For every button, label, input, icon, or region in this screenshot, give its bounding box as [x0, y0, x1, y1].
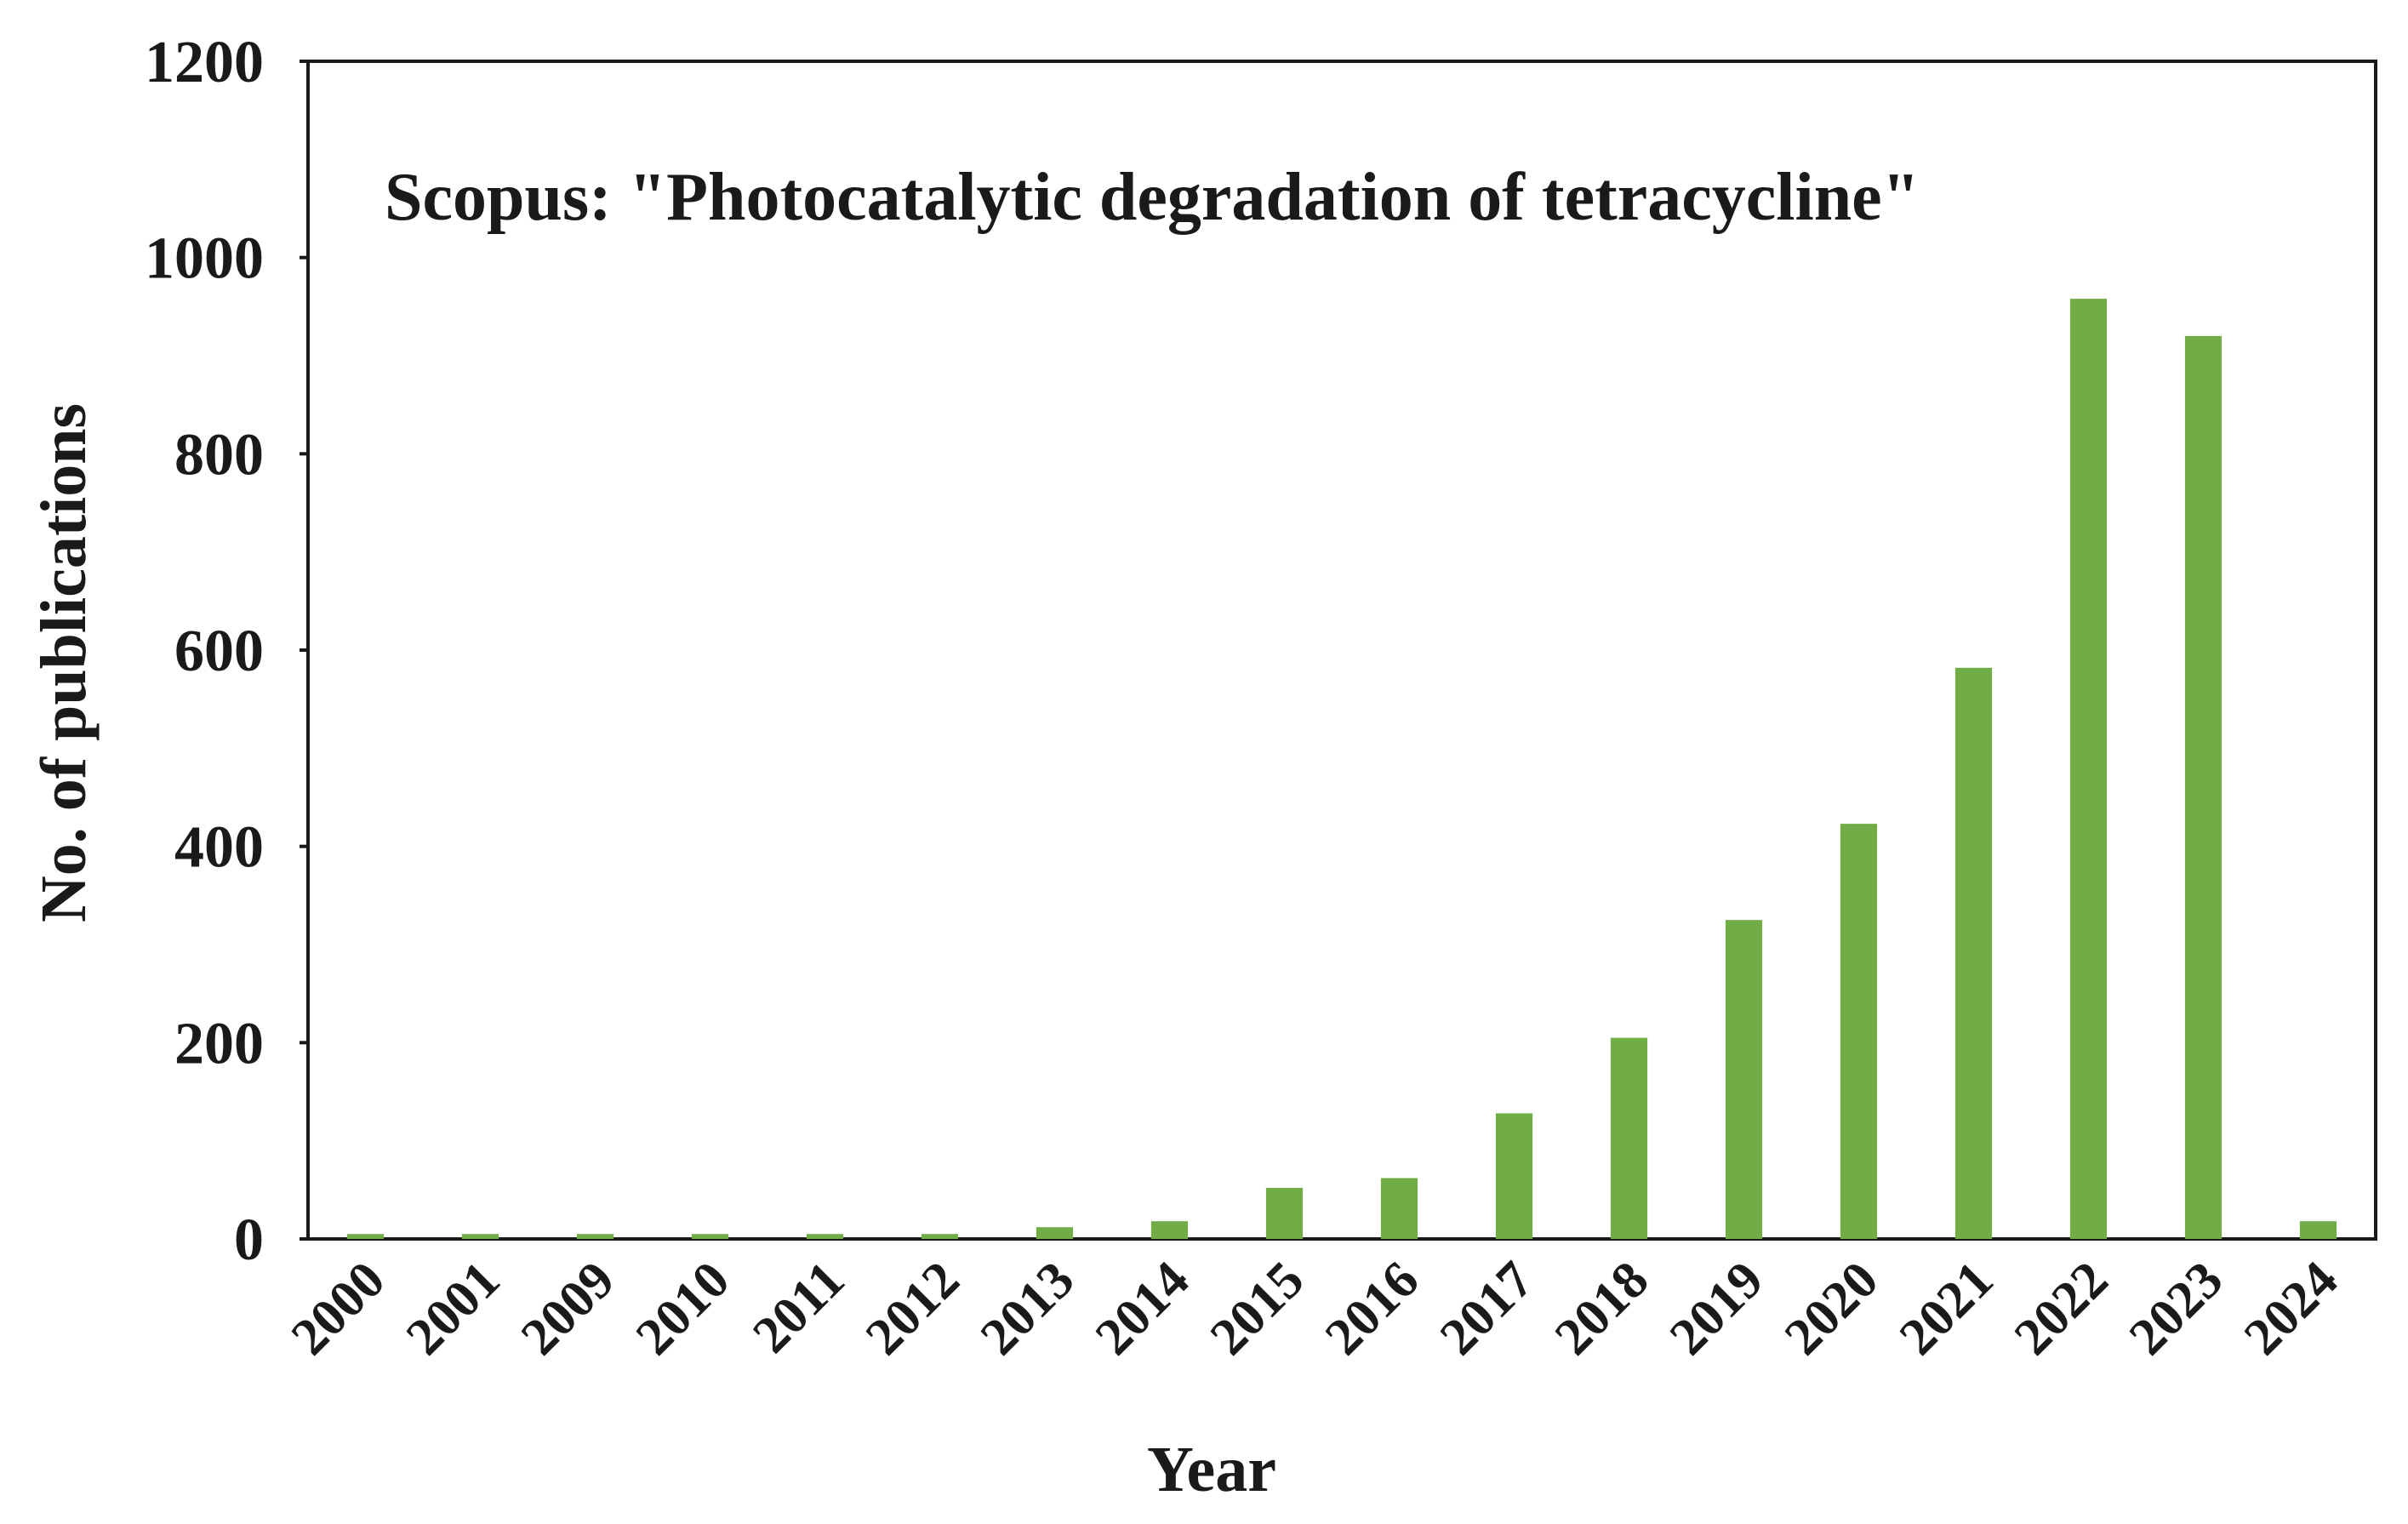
x-tick-label: 2021: [1889, 1251, 2005, 1367]
bar-2010: [691, 1234, 729, 1239]
bar-2021: [1954, 667, 1993, 1239]
x-axis-title: Year: [1147, 1434, 1276, 1505]
x-tick-label: 2024: [2234, 1251, 2349, 1367]
y-tick-label: 400: [174, 815, 264, 881]
x-axis-ticks: 2000 2001 2009 2010 2011 2012 2013 2014 2015 2016…: [281, 1251, 2349, 1367]
y-axis-title: No. of publications: [28, 403, 100, 922]
bar-2000: [346, 1234, 385, 1239]
chart-title: Scopus: "Photocatalytic degradation of t…: [385, 160, 1920, 235]
x-tick-label: 2014: [1085, 1251, 1201, 1367]
x-tick-label: 2019: [1659, 1251, 1775, 1367]
x-tick-label: 2018: [1544, 1251, 1660, 1367]
bar-2015: [1265, 1188, 1304, 1239]
x-tick-label: 2010: [625, 1251, 741, 1367]
bar-2014: [1150, 1221, 1189, 1239]
x-tick-label: 2000: [281, 1251, 397, 1367]
x-tick-label: 2016: [1315, 1251, 1430, 1367]
bar-2016: [1380, 1178, 1418, 1239]
y-tick-label: 200: [174, 1011, 264, 1076]
x-tick-label: 2012: [855, 1251, 971, 1367]
x-tick-label: 2020: [1774, 1251, 1890, 1367]
bar-2018: [1610, 1037, 1648, 1239]
bar-2024: [2299, 1221, 2337, 1239]
x-tick-label: 2011: [742, 1251, 855, 1364]
plot-area: [306, 60, 2377, 1241]
bar-2009: [576, 1234, 614, 1239]
bar-2013: [1036, 1227, 1074, 1239]
bar-2017: [1495, 1113, 1533, 1239]
bar-2019: [1725, 920, 1763, 1239]
bar-2023: [2184, 335, 2223, 1239]
x-tick-label: 2023: [2119, 1251, 2234, 1367]
x-tick-label: 2009: [511, 1251, 626, 1367]
x-tick-label: 2001: [396, 1251, 511, 1367]
bars: [346, 299, 2337, 1240]
y-tick-label: 600: [174, 619, 264, 684]
y-tick-label: 1200: [145, 30, 264, 95]
bar-2011: [806, 1234, 844, 1239]
x-tick-label: 2022: [2004, 1251, 2120, 1367]
y-tick-label: 0: [234, 1207, 264, 1273]
y-tick-label: 800: [174, 422, 264, 488]
bar-2012: [921, 1234, 959, 1239]
bar-2020: [1840, 824, 1878, 1239]
x-tick-label: 2015: [1200, 1251, 1315, 1367]
x-tick-label: 2017: [1429, 1251, 1545, 1367]
y-tick-label: 1000: [145, 226, 264, 292]
bar-2001: [461, 1234, 499, 1239]
y-axis-ticks: 0 200 400 600 800 1000 1200: [145, 30, 308, 1273]
bar-2022: [2069, 299, 2108, 1240]
x-tick-label: 2013: [970, 1251, 1086, 1367]
